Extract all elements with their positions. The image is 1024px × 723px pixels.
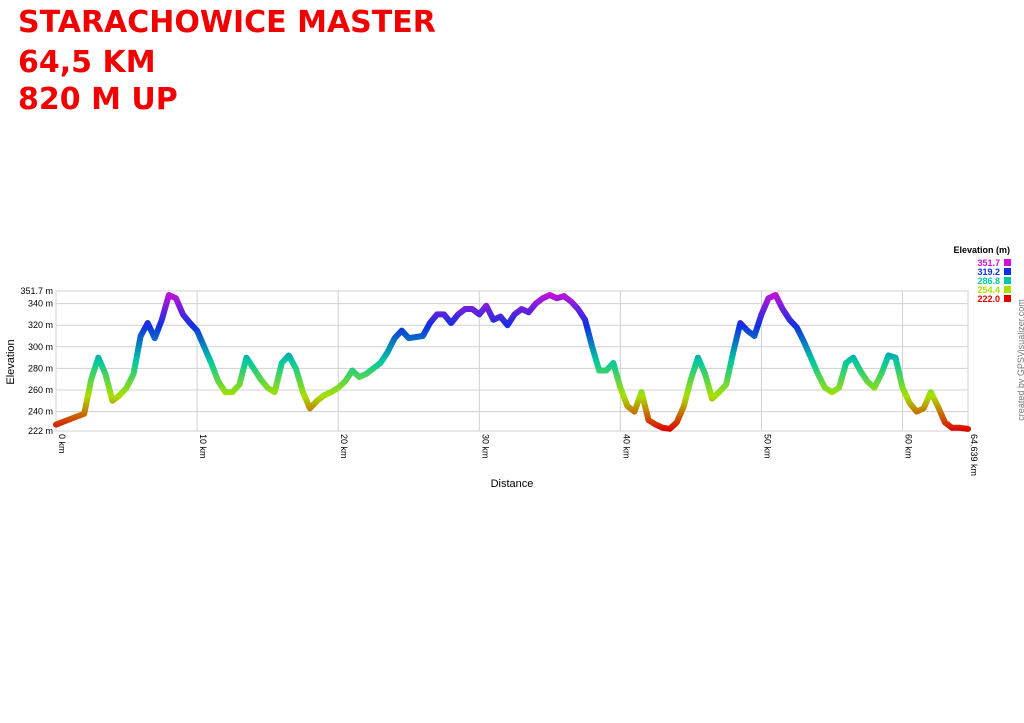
title-line: 820 M UP [18, 82, 178, 117]
legend-label: 319.2 [977, 267, 1000, 277]
x-axis-label: Distance [491, 478, 534, 490]
x-tick-label: 0 km [57, 434, 67, 454]
credit: created by GPSVisualizer.com [1016, 299, 1024, 420]
legend-swatch [1004, 295, 1011, 302]
legend-label: 286.8 [977, 276, 1000, 286]
y-tick-label: 300 m [28, 342, 53, 352]
y-tick-label: 280 m [28, 363, 53, 373]
legend-label: 254.4 [977, 285, 1000, 295]
y-tick-label: 351.7 m [20, 286, 53, 296]
x-tick-label: 20 km [339, 434, 349, 459]
y-tick-label: 340 m [28, 299, 53, 309]
x-tick-label: 10 km [198, 434, 208, 459]
x-tick-label: 50 km [762, 434, 772, 459]
legend-label: 351.7 [977, 258, 1000, 268]
y-tick-label: 240 m [28, 407, 53, 417]
x-tick-label: 30 km [480, 434, 490, 459]
title-line: 64,5 KM [18, 45, 156, 80]
legend-swatch [1004, 259, 1011, 266]
legend-swatch [1004, 286, 1011, 293]
y-tick-label: 222 m [28, 426, 53, 436]
x-tick-label: 60 km [904, 434, 914, 459]
x-tick-label: 64.639 km [969, 434, 979, 476]
legend-swatch [1004, 277, 1011, 284]
y-tick-label: 320 m [28, 320, 53, 330]
y-axis-label: Elevation [5, 339, 17, 384]
legend-label: 222.0 [977, 294, 1000, 304]
plot-area [55, 290, 969, 432]
legend-swatch [1004, 268, 1011, 275]
y-tick-label: 260 m [28, 385, 53, 395]
legend-title: Elevation (m) [953, 245, 1010, 255]
elevation-line [53, 291, 971, 432]
title-line: STARACHOWICE MASTER [18, 5, 436, 40]
x-tick-label: 40 km [621, 434, 631, 459]
